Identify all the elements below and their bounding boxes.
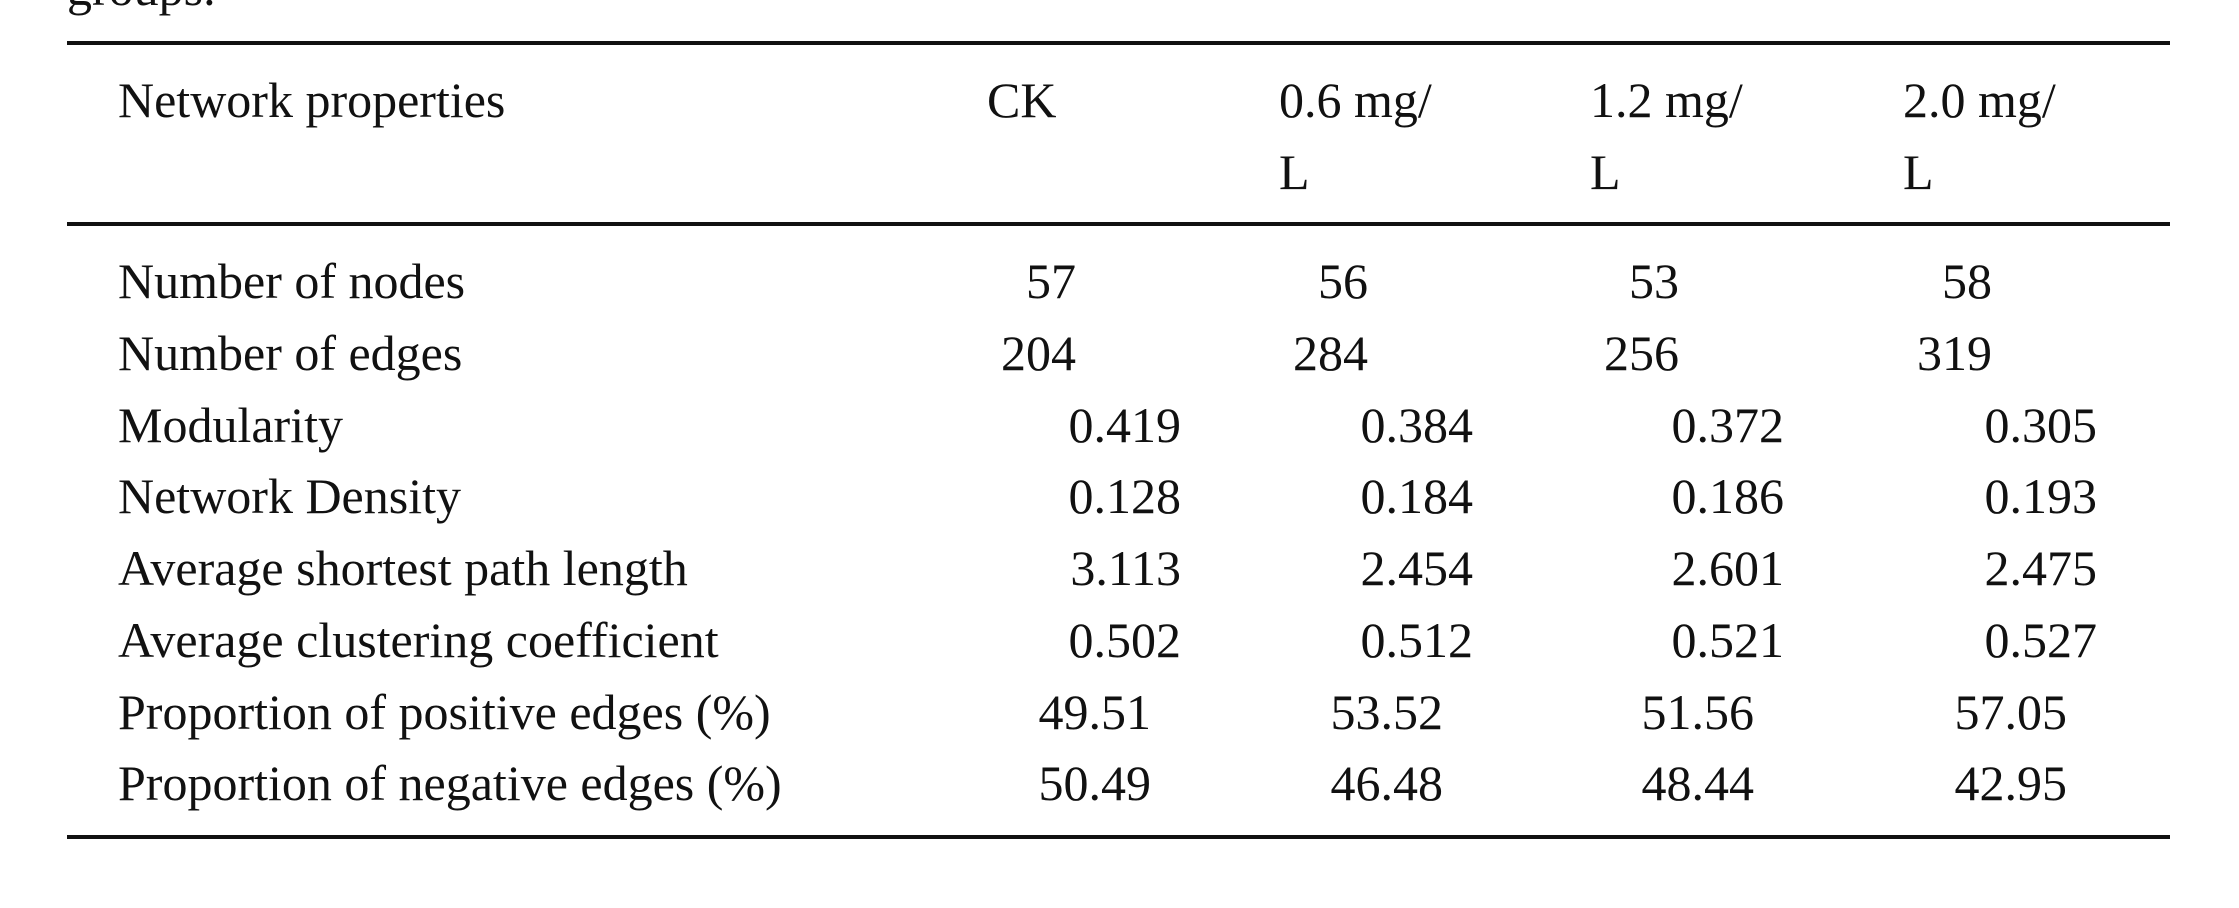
cell-value: 42.95 (1954, 755, 2068, 812)
row-label: Number of nodes (118, 253, 466, 309)
cell-value: 48.44 (1641, 755, 1755, 812)
cell-value: 0.186 (1671, 468, 1785, 525)
cell-value: 57.05 (1954, 683, 2068, 740)
row-label: Network Density (118, 468, 461, 525)
cell-value: 2.475 (1984, 540, 2098, 596)
cell-value: 0.184 (1360, 468, 1474, 525)
header-rule (67, 222, 2170, 226)
cell-value: 2.454 (1360, 540, 1474, 596)
caption-fragment: groups. (67, 0, 216, 24)
row-label: Proportion of negative edges (%) (118, 755, 782, 812)
cell-value: 58 (1942, 253, 1992, 309)
cell-value: 204 (1001, 324, 1076, 381)
cell-value: 3.113 (1070, 540, 1181, 596)
header-cell: CK (987, 72, 1057, 128)
row-label: Modularity (118, 396, 343, 453)
row-label: Average clustering coefficient (118, 611, 719, 668)
cell-value: 0.372 (1671, 396, 1785, 453)
cell-value: 51.56 (1641, 683, 1755, 740)
cell-value: 0.193 (1984, 468, 2098, 525)
row-label: Proportion of positive edges (%) (118, 683, 771, 740)
cell-value: 256 (1604, 324, 1679, 381)
bottom-rule (67, 835, 2170, 839)
cell-value: 0.128 (1068, 468, 1182, 525)
cell-value: 0.384 (1360, 396, 1474, 453)
cell-value: 53.52 (1330, 683, 1444, 740)
cell-value: 49.51 (1038, 683, 1152, 740)
cell-value: 46.48 (1330, 755, 1444, 812)
cell-value: 0.512 (1360, 611, 1474, 668)
cell-value: 0.521 (1671, 611, 1785, 668)
cell-value: 56 (1318, 253, 1368, 309)
top-rule (67, 41, 2170, 45)
header-cell: 1.2 mg/ L (1590, 72, 1743, 200)
cell-value: 319 (1917, 324, 1992, 381)
cell-value: 57 (1026, 253, 1076, 309)
row-label: Number of edges (118, 324, 463, 381)
header-label: Network properties (118, 72, 506, 128)
cell-value: 0.419 (1068, 396, 1182, 453)
cell-value: 284 (1293, 324, 1368, 381)
cell-value: 53 (1629, 253, 1679, 309)
cell-value: 2.601 (1671, 540, 1785, 596)
header-cell: 0.6 mg/ L (1279, 72, 1432, 200)
cell-value: 0.305 (1984, 396, 2098, 453)
cell-value: 0.527 (1984, 611, 2098, 668)
cell-value: 0.502 (1068, 611, 1182, 668)
row-label: Average shortest path length (118, 540, 688, 596)
header-cell: 2.0 mg/ L (1903, 72, 2056, 200)
cell-value: 50.49 (1038, 755, 1152, 812)
